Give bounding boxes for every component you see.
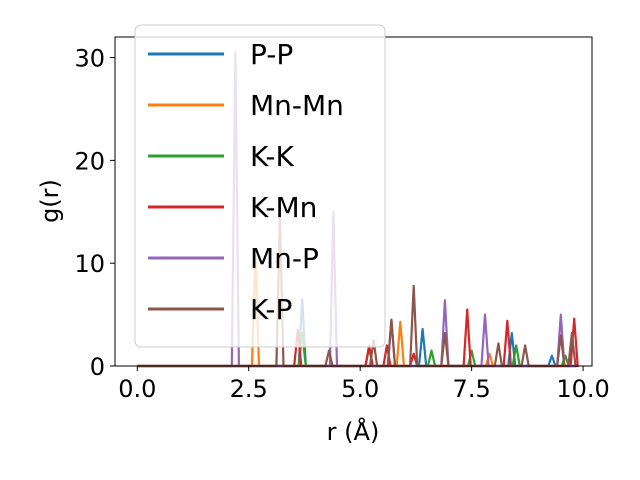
y-tick-label: 30: [74, 45, 105, 73]
x-tick-label: 7.5: [453, 375, 491, 403]
legend-label-k-p: K-P: [250, 293, 292, 326]
x-tick-label: 5.0: [341, 375, 379, 403]
legend-label-p-p: P-P: [250, 38, 293, 71]
x-tick-label: 2.5: [230, 375, 268, 403]
legend-label-mn-mn: Mn-Mn: [250, 89, 344, 122]
axis-ticks: 0.0 2.5 5.0 7.5 10.0 0 10 20 30: [74, 45, 609, 403]
legend-label-k-k: K-K: [250, 140, 295, 173]
legend-label-k-mn: K-Mn: [250, 191, 317, 224]
x-axis-label: r (Å): [327, 417, 380, 446]
legend: P-P Mn-Mn K-K K-Mn Mn-P K-P: [134, 24, 386, 348]
y-axis-label: g(r): [36, 179, 64, 223]
x-tick-label: 0.0: [118, 375, 156, 403]
y-tick-label: 20: [74, 147, 105, 175]
x-tick-label: 10.0: [556, 375, 609, 403]
y-tick-label: 0: [90, 353, 105, 381]
legend-label-mn-p: Mn-P: [250, 242, 319, 275]
y-tick-label: 10: [74, 250, 105, 278]
